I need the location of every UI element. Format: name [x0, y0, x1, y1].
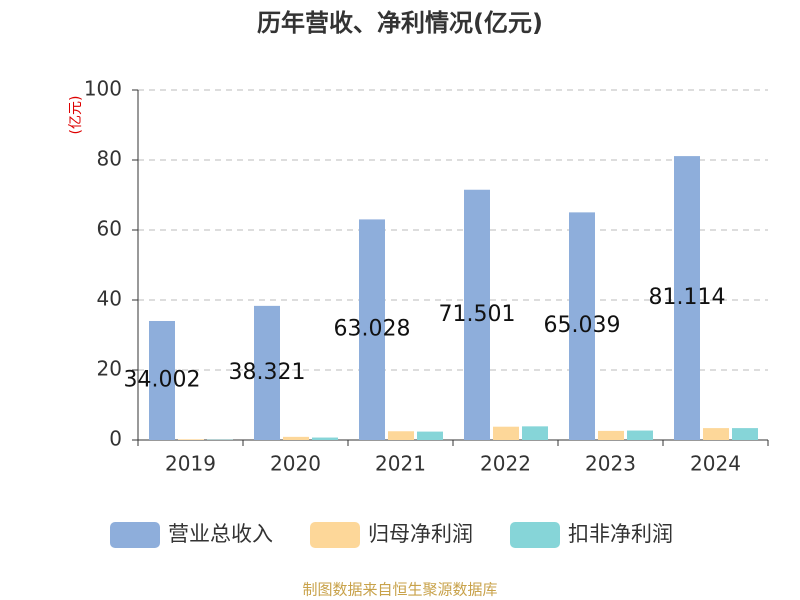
y-tick-label: 40 [97, 287, 122, 311]
bar [674, 156, 700, 440]
bar [598, 430, 624, 440]
bar [254, 305, 280, 440]
legend-swatch [510, 522, 560, 548]
bar [388, 431, 414, 440]
legend-label: 归母净利润 [368, 522, 473, 546]
x-tick-label: 2023 [585, 452, 636, 476]
y-tick-label: 0 [109, 427, 122, 451]
legend-label: 扣非净利润 [568, 522, 673, 546]
data-label: 38.321 [229, 360, 306, 385]
data-label: 34.002 [124, 367, 201, 392]
bar [493, 426, 519, 440]
bar [178, 439, 204, 440]
chart-title: 历年营收、净利情况(亿元) [257, 9, 543, 37]
y-tick-label: 80 [97, 147, 122, 171]
bar [149, 320, 175, 440]
bar [522, 426, 548, 440]
bar [732, 428, 758, 440]
y-tick-label: 60 [97, 217, 122, 241]
legend-swatch [110, 522, 160, 548]
x-tick-label: 2021 [375, 452, 426, 476]
data-label: 81.114 [649, 285, 726, 310]
x-tick-label: 2020 [270, 452, 321, 476]
data-label: 63.028 [334, 317, 411, 342]
bar [627, 430, 653, 440]
bar [417, 431, 443, 440]
bar [359, 219, 385, 440]
bar [464, 189, 490, 440]
bar [703, 428, 729, 440]
x-tick-label: 2024 [690, 452, 741, 476]
data-label: 65.039 [544, 313, 621, 338]
x-tick-label: 2022 [480, 452, 531, 476]
bar [283, 436, 309, 440]
legend-swatch [310, 522, 360, 548]
source-note: 制图数据来自恒生聚源数据库 [302, 581, 497, 599]
y-tick-label: 100 [84, 77, 122, 101]
legend-label: 营业总收入 [168, 522, 273, 546]
y-tick-label: 20 [97, 357, 122, 381]
data-label: 71.501 [439, 302, 516, 327]
bar [312, 437, 338, 440]
y-axis-label: (亿元) [68, 96, 84, 135]
x-tick-label: 2019 [165, 452, 216, 476]
bar [569, 212, 595, 440]
